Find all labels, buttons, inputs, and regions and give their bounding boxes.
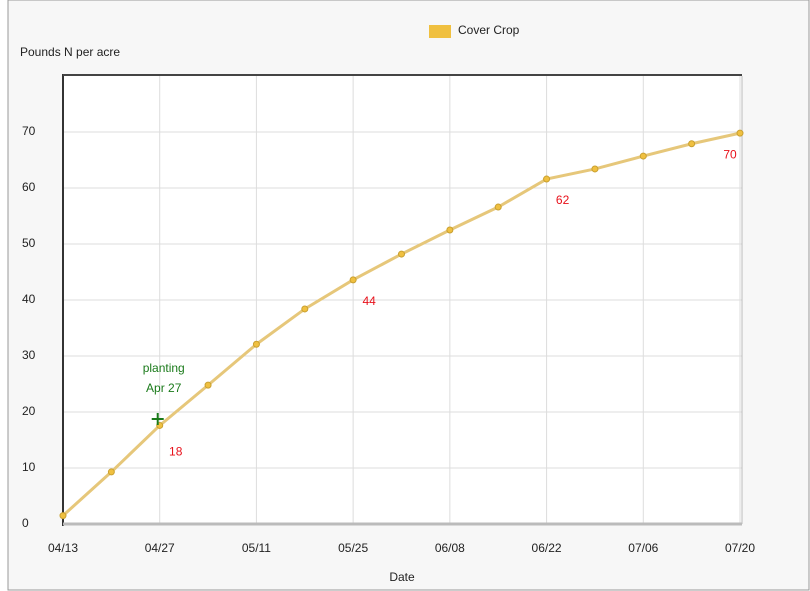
x-tick-label: 06/08 xyxy=(435,541,465,555)
y-tick-label: 0 xyxy=(22,516,29,530)
x-tick-label: 06/22 xyxy=(532,541,562,555)
data-point xyxy=(736,129,744,137)
y-tick-label: 30 xyxy=(22,348,36,362)
x-tick-label: 04/13 xyxy=(48,541,78,555)
data-point xyxy=(252,340,260,348)
y-tick-label: 10 xyxy=(22,460,36,474)
data-label: 62 xyxy=(556,193,570,207)
annotation-marker xyxy=(151,413,164,425)
data-point xyxy=(349,276,357,284)
x-tick-label: 07/06 xyxy=(628,541,658,555)
data-point xyxy=(543,175,551,183)
data-point xyxy=(59,512,67,520)
data-point xyxy=(446,226,454,234)
legend-swatch xyxy=(429,25,451,38)
x-tick-label: 05/25 xyxy=(338,541,368,555)
data-label: 70 xyxy=(723,147,737,161)
y-tick-label: 40 xyxy=(22,292,36,306)
x-axis-title: Date xyxy=(389,570,415,584)
x-tick-label: 07/20 xyxy=(725,541,755,555)
y-axis-title: Pounds N per acre xyxy=(20,45,120,59)
data-point xyxy=(639,152,647,160)
x-tick-label: 04/27 xyxy=(145,541,175,555)
data-point xyxy=(107,468,115,476)
annotation-text: Apr 27 xyxy=(146,381,182,395)
data-point xyxy=(494,203,502,211)
y-tick-label: 20 xyxy=(22,404,36,418)
y-tick-label: 50 xyxy=(22,236,36,250)
y-tick-label: 70 xyxy=(22,124,36,138)
legend-label: Cover Crop xyxy=(458,23,520,37)
y-tick-label: 60 xyxy=(22,180,36,194)
data-point xyxy=(688,140,696,148)
data-point xyxy=(398,250,405,258)
data-point xyxy=(301,305,309,313)
annotation-text: planting xyxy=(143,361,185,375)
x-tick-label: 05/11 xyxy=(242,541,271,555)
data-point xyxy=(591,165,599,173)
data-point xyxy=(204,381,212,389)
data-label: 18 xyxy=(169,445,183,459)
data-label: 44 xyxy=(362,294,376,308)
